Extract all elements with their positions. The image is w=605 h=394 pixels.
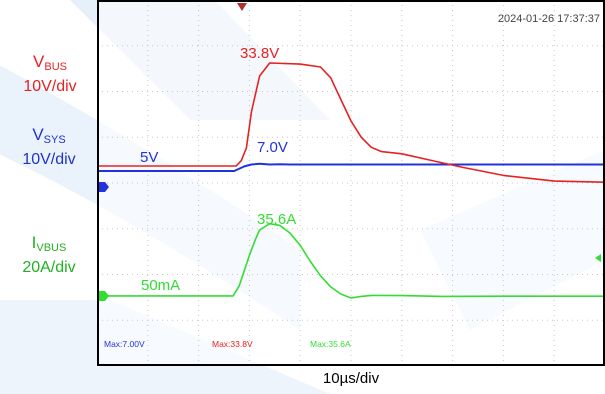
ibus-channel-name: IVBUS — [31, 233, 67, 254]
vsys-channel-name: VSYS — [32, 125, 66, 146]
vsys-scale-label: 10V/div — [22, 151, 76, 168]
x-scale-label: 10µs/div — [322, 370, 380, 387]
channel-markers — [98, 182, 601, 301]
measurement-readout: Max:7.00V — [104, 339, 145, 349]
channel-1-marker-icon — [98, 182, 109, 192]
screen-border — [97, 0, 605, 366]
ibus-channel-label: IVBUS 20A/div — [4, 233, 94, 278]
trigger-marker-icon — [237, 3, 247, 11]
vbus-scale-label: 10V/div — [23, 78, 77, 95]
vsys-peak-label: 7.0V — [257, 139, 288, 156]
series-line-vbus — [97, 62, 605, 183]
ibus-peak-label: 35.6A — [257, 211, 296, 228]
vsys-low-label: 5V — [140, 149, 158, 166]
channel-3-marker-icon — [98, 291, 109, 301]
annotations: 33.8V 5V 7.0V 35.6A 50mA — [140, 45, 296, 294]
grid — [97, 0, 605, 366]
ibus-scale-label: 20A/div — [22, 259, 76, 276]
vbus-peak-label: 33.8V — [240, 45, 279, 62]
oscilloscope-screen: 2024-01-26 17:37:37 33.8V 5V 7.0V 35.6A 50mA… — [97, 0, 605, 366]
measurements: Max:7.00V Max:33.8V Max:35.6A — [104, 339, 351, 349]
measurement-readout: Max:35.6A — [310, 339, 351, 349]
timestamp: 2024-01-26 17:37:37 — [498, 13, 600, 25]
measurement-readout: Max:33.8V — [212, 339, 253, 349]
ibus-trigger-level-icon — [595, 254, 601, 262]
vbus-channel-label: VBUS 10V/div — [6, 52, 94, 97]
series-line-ibus — [97, 222, 605, 299]
ibus-low-label: 50mA — [141, 277, 180, 294]
series-line-vsys — [97, 162, 605, 172]
screen-background — [97, 0, 605, 366]
vsys-channel-label: VSYS 10V/div — [4, 125, 94, 170]
waveforms — [97, 62, 605, 299]
vbus-channel-name: VBUS — [33, 52, 67, 73]
